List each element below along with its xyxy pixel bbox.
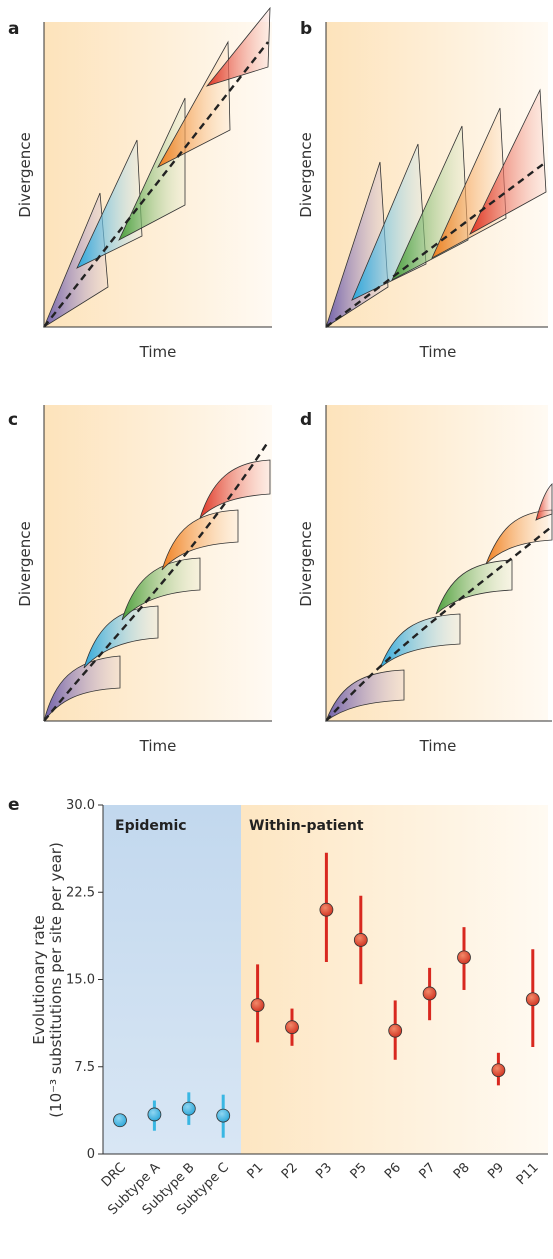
panel-d: d Time Divergence bbox=[297, 405, 553, 755]
epidemic-label: Epidemic bbox=[115, 818, 187, 834]
lineage-orange bbox=[161, 509, 239, 571]
lineage-orange bbox=[157, 40, 231, 168]
data-points bbox=[113, 852, 540, 1138]
y-ticks: 0 7.5 15.0 22.5 30.0 bbox=[66, 798, 103, 1162]
panel-e: e Epidemic Within-patient Evolutionary r… bbox=[8, 795, 548, 1218]
trend-line bbox=[43, 41, 269, 328]
y-axis-label-line2: (10⁻³ substitutions per site per year) bbox=[47, 842, 65, 1118]
data-point bbox=[353, 933, 368, 947]
lineage-purple bbox=[43, 655, 121, 722]
y-tick-label: 15.0 bbox=[66, 973, 95, 988]
lineage-purple bbox=[325, 669, 405, 723]
y-axis-label-line1: Evolutionary rate bbox=[30, 915, 48, 1044]
lineage-red bbox=[535, 483, 553, 521]
x-tick-label: P5 bbox=[348, 1160, 370, 1182]
x-tick-label: P1 bbox=[244, 1160, 266, 1182]
lineage-red bbox=[205, 6, 271, 87]
y-tick-label: 30.0 bbox=[66, 798, 95, 813]
x-tick-label: P3 bbox=[313, 1160, 335, 1182]
panel-c: c Time Divergence bbox=[8, 405, 272, 755]
y-axis-label: Divergence bbox=[297, 132, 315, 217]
within-patient-label: Within-patient bbox=[249, 818, 364, 834]
panel-letter: a bbox=[8, 19, 19, 39]
data-point bbox=[216, 1108, 231, 1123]
panel-a: a Time Divergence bbox=[8, 6, 272, 361]
data-point bbox=[457, 950, 471, 965]
trend-line bbox=[325, 161, 547, 328]
y-tick-label: 22.5 bbox=[66, 885, 95, 900]
x-axis-label: Time bbox=[419, 343, 457, 361]
x-tick-label: P8 bbox=[451, 1160, 473, 1182]
panel-letter: b bbox=[300, 19, 312, 39]
y-axis-label: Divergence bbox=[16, 132, 34, 217]
data-point bbox=[113, 1113, 127, 1128]
y-axis-label: Divergence bbox=[16, 521, 34, 606]
data-point bbox=[181, 1101, 196, 1116]
x-tick-label: P2 bbox=[279, 1160, 301, 1182]
x-tick-label: DRC bbox=[99, 1160, 129, 1190]
trend-line bbox=[325, 527, 551, 722]
trend-line bbox=[43, 441, 270, 722]
x-tick-label: P6 bbox=[382, 1160, 404, 1182]
y-axis-label: Divergence bbox=[297, 521, 315, 606]
lineage-red bbox=[469, 88, 547, 235]
y-tick-label: 7.5 bbox=[74, 1060, 95, 1075]
panel-letter: e bbox=[8, 795, 20, 815]
data-point bbox=[422, 986, 437, 1001]
panel-d-background bbox=[326, 405, 548, 721]
epidemic-region bbox=[103, 805, 241, 1154]
lineage-blue bbox=[379, 613, 461, 669]
panel-letter: c bbox=[8, 410, 18, 430]
x-axis-label: Time bbox=[419, 737, 457, 755]
lineage-green bbox=[121, 557, 201, 621]
data-point bbox=[147, 1107, 162, 1122]
data-point bbox=[319, 902, 334, 917]
y-tick-label: 0 bbox=[87, 1147, 95, 1162]
panel-letter: d bbox=[300, 410, 312, 430]
panel-b: b Time Divergence bbox=[297, 19, 548, 361]
data-point bbox=[250, 998, 265, 1012]
data-point bbox=[285, 1020, 299, 1035]
data-point bbox=[388, 1023, 403, 1038]
within-patient-region-fill bbox=[241, 805, 548, 1154]
x-axis-label: Time bbox=[139, 737, 177, 755]
x-tick-label: P7 bbox=[416, 1160, 438, 1182]
x-tick-label: P9 bbox=[485, 1160, 507, 1182]
lineage-green bbox=[435, 559, 513, 615]
data-point bbox=[525, 992, 540, 1007]
x-axis-label: Time bbox=[139, 343, 177, 361]
data-point bbox=[491, 1063, 506, 1078]
x-tick-label: P11 bbox=[514, 1160, 542, 1188]
